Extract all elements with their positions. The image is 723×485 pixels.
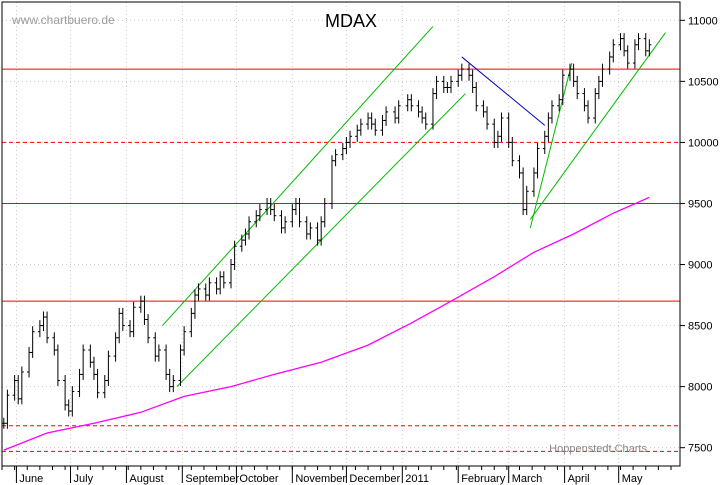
- x-tick-label: June: [19, 473, 43, 485]
- x-tick-label: July: [74, 473, 94, 485]
- y-tick-label: 9000: [688, 260, 712, 272]
- x-tick-label: February: [461, 473, 506, 485]
- x-tick-label: October: [239, 473, 278, 485]
- x-tick-label: March: [512, 473, 543, 485]
- y-tick-label: 8500: [688, 321, 712, 333]
- trend-line: [461, 56, 546, 126]
- plot-frame: [1, 1, 681, 467]
- trend-line: [529, 62, 573, 229]
- trend-line: [529, 32, 666, 220]
- gridlines: [2, 2, 680, 466]
- y-tick-label: 11000: [688, 15, 718, 27]
- y-tick-label: 8000: [688, 382, 712, 394]
- moving-average-series: [3, 196, 650, 451]
- watermark: www.chartbuero.de: [11, 13, 115, 27]
- x-tick-label: November: [295, 473, 346, 485]
- moving-average-line: [3, 196, 650, 451]
- y-tick-label: 7500: [688, 443, 712, 455]
- source-note: Hoppenstedt Charts: [549, 443, 647, 455]
- x-tick-label: April: [568, 473, 590, 485]
- x-tick-label: August: [129, 473, 163, 485]
- price-bars-series: [1, 33, 652, 429]
- x-tick-label: September: [185, 473, 239, 485]
- y-tick-label: 9500: [688, 198, 712, 210]
- trend-line: [162, 26, 434, 326]
- trend-lines: [162, 26, 666, 387]
- x-tick-label: December: [349, 473, 400, 485]
- y-tick-label: 10500: [688, 76, 719, 88]
- chart-title: MDAX: [325, 11, 377, 31]
- y-tick-label: 10000: [688, 137, 719, 149]
- x-tick-label: May: [622, 473, 643, 485]
- x-tick-label: 2011: [405, 473, 429, 485]
- horizontal-red-lines: [2, 68, 680, 452]
